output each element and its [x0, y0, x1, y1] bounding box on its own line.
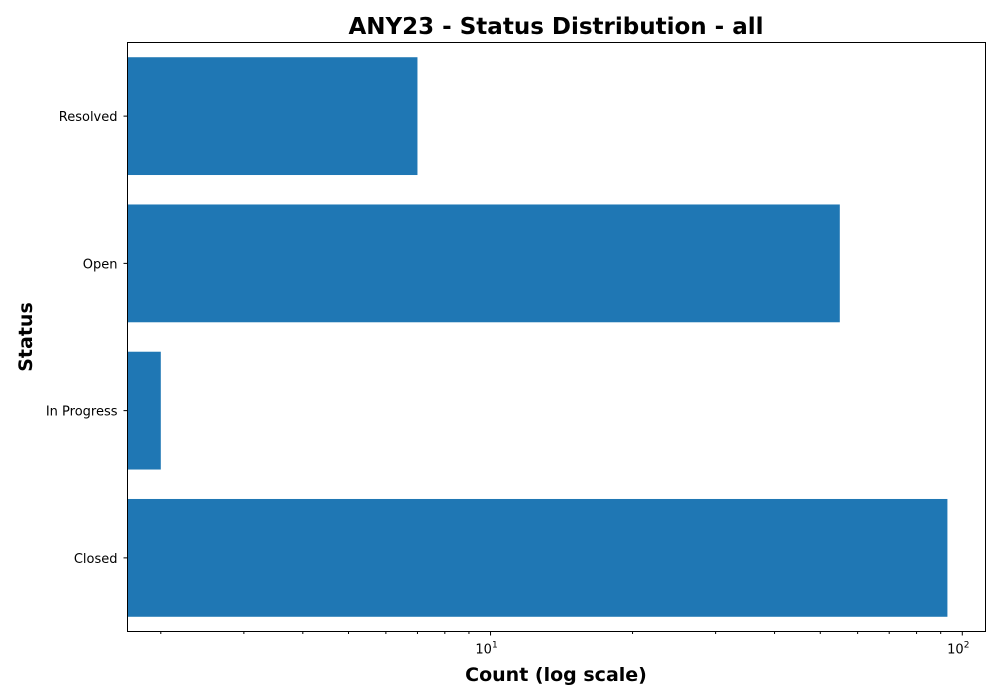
- x-tick-label: 102: [947, 641, 969, 658]
- x-axis-ticks: 101 102: [160, 631, 969, 658]
- y-axis-label: Status: [15, 302, 37, 372]
- y-tick-label: Closed: [74, 552, 118, 567]
- x-tick-label-exponent: 2: [964, 641, 970, 651]
- y-tick-label: In Progress: [46, 405, 118, 420]
- x-axis-label: Count (log scale): [465, 664, 647, 686]
- x-tick-label-base: 10: [475, 643, 492, 658]
- chart-title: ANY23 - Status Distribution - all: [348, 14, 763, 40]
- y-tick-label: Resolved: [59, 110, 118, 125]
- plot-frame: [127, 42, 986, 632]
- y-axis-ticks: Closed In Progress Open Resolved: [46, 110, 128, 567]
- bar-in-progress: [127, 351, 161, 470]
- bar-open: [127, 204, 840, 323]
- bar-resolved: [127, 57, 418, 176]
- x-tick-label: 101: [475, 641, 497, 658]
- x-tick-label-base: 10: [947, 643, 964, 658]
- bar-closed: [127, 498, 948, 617]
- bars-layer: [127, 57, 948, 617]
- x-tick-label-exponent: 1: [492, 641, 498, 651]
- y-tick-label: Open: [83, 257, 118, 272]
